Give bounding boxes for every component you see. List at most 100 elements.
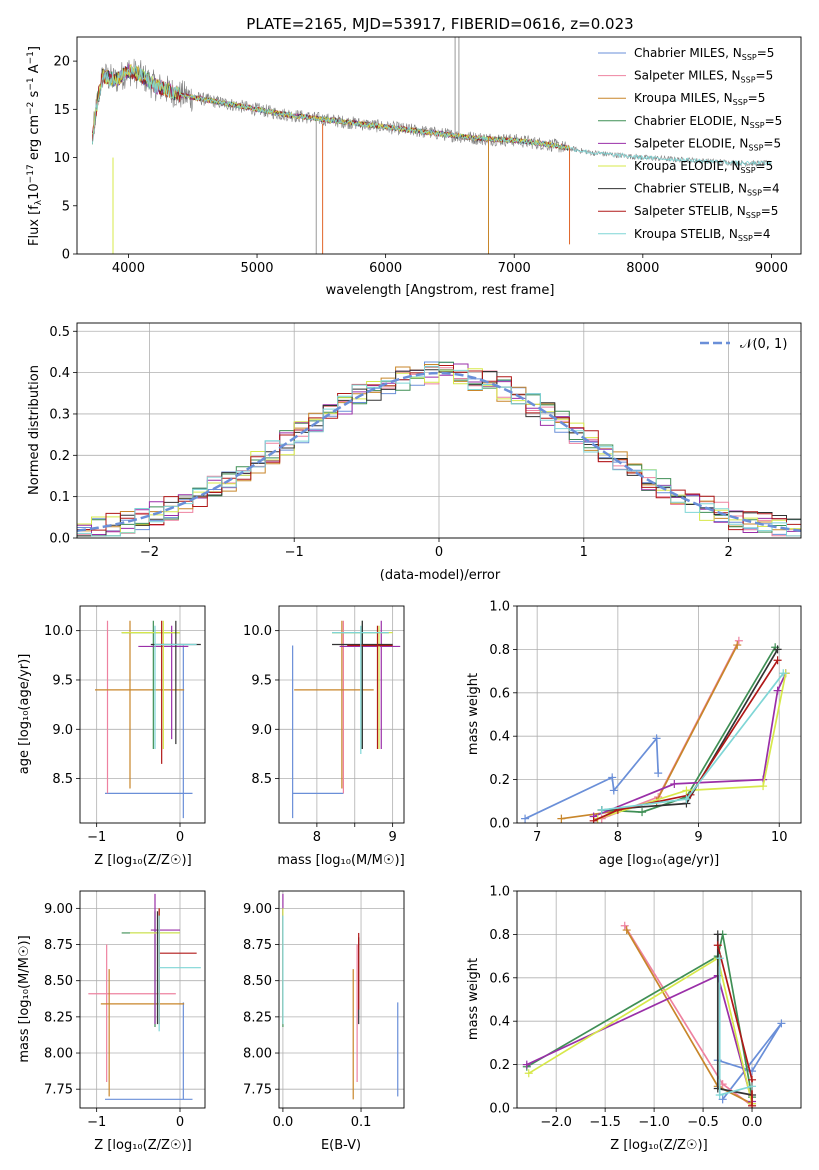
mass-vs-ebv-ytick-label: 9.00	[243, 902, 272, 917]
mass-vs-ebv-ytick-label: 8.00	[243, 1047, 272, 1062]
age-vs-Z-ytick-label: 9.0	[52, 723, 73, 738]
weight-vs-Z-ytick-label: 0.6	[489, 971, 510, 986]
weight-vs-Z-ytick-label: 0.2	[489, 1058, 510, 1073]
residuals-xtick-label: −1	[285, 545, 304, 560]
weight-vs-Z-ytick-label: 0.8	[489, 928, 510, 943]
model-spectrum-7	[92, 66, 570, 152]
residuals-xtick-label: 0	[435, 545, 443, 560]
spectrum-ytick-label: 15	[53, 103, 70, 118]
weight-vs-Z-marker	[718, 1095, 727, 1104]
clip-mass-vs-ebv-plot-area	[282, 893, 399, 1100]
normal-reference-curve	[77, 371, 801, 533]
legend-label: Salpeter ELODIE, NSSP=5	[634, 136, 781, 152]
spectrum-ylabel: Flux [fλ10−17 erg cm−2 s−1 A−1]	[26, 46, 44, 246]
mass-vs-Z-xtick-label: 0	[176, 1115, 184, 1130]
legend-label: Chabrier ELODIE, NSSP=5	[634, 114, 782, 130]
weight-vs-Z-series-0	[717, 1022, 783, 1100]
residuals-ytick-label: 0.3	[49, 407, 70, 422]
weight-vs-age-marker	[652, 734, 661, 743]
mass-vs-Z-ytick-label: 8.00	[44, 1047, 73, 1062]
weight-vs-age-xtick-label: 7	[533, 830, 541, 845]
spectrum-axes: 4000 5000 6000 7000 8000 9000 0 5 10 15 20 waveleng…	[26, 36, 802, 298]
weight-vs-age-marker	[638, 808, 647, 817]
age-vs-Z-xtick-label: 0	[176, 830, 184, 845]
residuals-frame	[76, 322, 802, 539]
mass-vs-ebv-ytick-label: 8.50	[243, 974, 272, 989]
legend-label: Chabrier MILES, NSSP=5	[634, 46, 774, 62]
spectrum-xtick-label: 5000	[240, 261, 273, 276]
weight-vs-age-marker	[682, 786, 691, 795]
clip-weight-vs-Z-plot-area	[522, 921, 786, 1108]
age-vs-mass-ytick-label: 10.0	[243, 624, 272, 639]
age-vs-mass-ytick-label: 9.5	[251, 673, 272, 688]
weight-vs-age-marker	[682, 795, 691, 804]
mass-vs-ebv-axes: 0.0 0.1 7.75 8.00 8.25 8.50 8.75 9.00 E(B-V)	[243, 890, 405, 1153]
residuals-ylabel: Normed distribution	[27, 365, 42, 495]
weight-vs-age-marker	[734, 636, 743, 645]
spectrum-xtick-label: 7000	[498, 261, 531, 276]
clip-weight-vs-age-plot-area	[521, 636, 790, 823]
weight-vs-age-marker	[597, 805, 606, 814]
residuals-xtick-label: −2	[140, 545, 159, 560]
age-vs-mass-frame	[278, 605, 405, 824]
spectrum-xlabel: wavelength [Angstrom, rest frame]	[326, 283, 555, 298]
legend-label: Kroupa STELIB, NSSP=4	[634, 227, 771, 243]
age-vs-Z-frame	[79, 605, 206, 824]
weight-vs-age-ytick-label: 0.6	[489, 686, 510, 701]
weight-vs-age-marker	[779, 669, 788, 678]
spectrum-frame	[76, 36, 802, 255]
residual-histogram-6	[77, 369, 801, 537]
mass-vs-Z-xlabel: Z [log₁₀(Z/Z☉)]	[94, 1138, 191, 1153]
weight-vs-Z-axes: −2.0 −1.5 −1.0 −0.5 0.0 0.0 0.2 0.4 0.6 0.8 1.0 Z […	[466, 885, 802, 1153]
weight-vs-age-marker	[773, 656, 782, 665]
weight-vs-age-ytick-label: 0.8	[489, 643, 510, 658]
mass-vs-ebv-ytick-label: 8.25	[243, 1010, 272, 1025]
clip-mass-vs-Z-plot-area	[88, 893, 201, 1100]
residuals-xlabel: (data-model)/error	[380, 568, 501, 583]
weight-vs-age-marker	[733, 641, 742, 650]
age-vs-Z-axes: −1 0 8.5 9.0 9.5 10.0 Z [log₁₀(Z/Z☉)] age [log₁…	[17, 605, 206, 868]
clip-age-vs-mass-plot-area	[292, 620, 401, 819]
mass-vs-Z-ytick-label: 8.75	[44, 938, 73, 953]
weight-vs-age-marker	[589, 816, 598, 823]
legend-label: Kroupa ELODIE, NSSP=5	[634, 159, 773, 175]
mass-vs-ebv-ytick-label: 7.75	[243, 1083, 272, 1098]
weight-vs-Z-marker	[524, 1069, 533, 1078]
weight-vs-age-axes: 7 8 9 10 0.0 0.2 0.4 0.6 0.8 1.0 age [log₁₀(age/yr…	[466, 600, 802, 868]
mass-vs-Z-axes: −1 0 7.75 8.00 8.25 8.50 8.75 9.00 Z [log₁₀(Z/Z☉…	[17, 890, 206, 1153]
age-vs-Z-xtick-label: −1	[87, 830, 106, 845]
spectrum-xtick-label: 4000	[112, 261, 145, 276]
residuals-ytick-label: 0.2	[49, 449, 70, 464]
age-vs-mass-xlabel: mass [log₁₀(M/M☉)]	[277, 853, 404, 868]
mass-vs-ebv-frame	[278, 890, 405, 1109]
weight-vs-Z-xtick-label: −1.5	[589, 1115, 621, 1130]
mass-vs-ebv-xtick-label: 0.0	[273, 1115, 294, 1130]
mass-vs-Z-frame	[79, 890, 206, 1109]
figure-title: PLATE=2165, MJD=53917, FIBERID=0616, z=0…	[246, 15, 633, 33]
weight-vs-age-marker	[557, 814, 566, 823]
clip-spec-plot-area	[92, 37, 772, 254]
weight-vs-Z-xtick-label: −0.5	[687, 1115, 719, 1130]
weight-vs-Z-marker	[522, 1060, 531, 1069]
clip-age-vs-Z-plot-area	[95, 620, 201, 819]
weight-vs-Z-marker	[715, 954, 724, 963]
normal-legend-label: 𝒩(0, 1)	[740, 337, 787, 352]
residuals-ytick-label: 0.1	[49, 490, 70, 505]
age-vs-Z-ytick-label: 9.5	[52, 673, 73, 688]
weight-vs-Z-marker	[748, 1082, 757, 1091]
mass-vs-ebv-ytick-label: 8.75	[243, 938, 272, 953]
weight-vs-Z-xtick-label: −1.0	[638, 1115, 670, 1130]
residuals-xtick-label: 2	[724, 545, 732, 560]
weight-vs-Z-marker	[748, 1101, 757, 1108]
spectrum-legend: Chabrier MILES, NSSP=5 Salpeter MILES, NS…	[598, 46, 782, 243]
age-vs-Z-ylabel: age [log₁₀(age/yr)]	[17, 654, 32, 775]
weight-vs-age-xtick-label: 8	[614, 830, 622, 845]
mass-vs-Z-ytick-label: 9.00	[44, 902, 73, 917]
weight-vs-age-marker	[759, 782, 768, 791]
weight-vs-age-marker	[608, 773, 617, 782]
residual-histogram-7	[77, 365, 801, 531]
age-vs-mass-xtick-label: 9	[388, 830, 396, 845]
weight-vs-Z-frame	[516, 890, 802, 1109]
weight-vs-Z-xlabel: Z [log₁₀(Z/Z☉)]	[610, 1138, 707, 1153]
weight-vs-Z-xtick-label: −2.0	[540, 1115, 572, 1130]
